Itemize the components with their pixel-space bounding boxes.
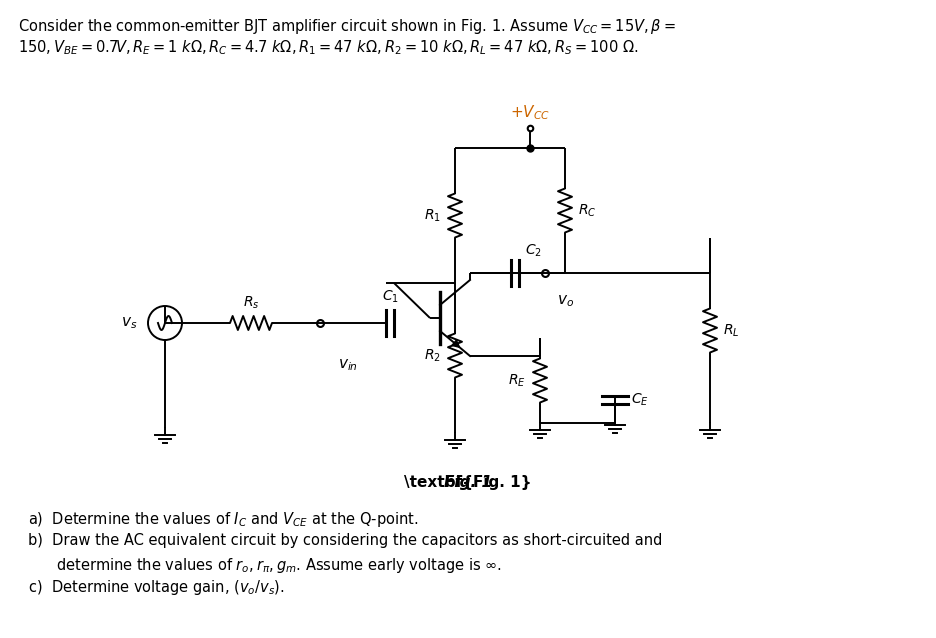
Text: c)  Determine voltage gain, $(v_o/v_s)$.: c) Determine voltage gain, $(v_o/v_s)$. [28, 578, 285, 597]
Text: $C_2$: $C_2$ [524, 242, 541, 259]
Text: a)  Determine the values of $I_C$ and $V_{CE}$ at the Q-point.: a) Determine the values of $I_C$ and $V_… [28, 510, 418, 529]
Text: \textbf{Fig. 1}: \textbf{Fig. 1} [403, 475, 532, 491]
Text: $R_1$: $R_1$ [424, 207, 441, 224]
Text: $+V_{CC}$: $+V_{CC}$ [509, 103, 549, 122]
Text: $150, V_{BE} = 0.7V, R_E = 1\ k\Omega, R_C = 4.7\ k\Omega, R_1 = 47\ k\Omega, R_: $150, V_{BE} = 0.7V, R_E = 1\ k\Omega, R… [18, 38, 637, 57]
Text: $R_L$: $R_L$ [723, 322, 739, 339]
Text: Fig. 1: Fig. 1 [444, 475, 491, 491]
Text: b)  Draw the AC equivalent circuit by considering the capacitors as short-circui: b) Draw the AC equivalent circuit by con… [28, 533, 662, 548]
Text: $v_{in}$: $v_{in}$ [338, 357, 358, 373]
Text: $C_1$: $C_1$ [381, 288, 398, 305]
Text: determine the values of $r_o, r_\pi, g_m$. Assume early voltage is $\infty$.: determine the values of $r_o, r_\pi, g_m… [56, 556, 502, 575]
Text: $C_E$: $C_E$ [630, 392, 648, 408]
Text: $v_s$: $v_s$ [121, 315, 137, 331]
Text: $R_2$: $R_2$ [424, 347, 441, 364]
Text: Consider the common-emitter BJT amplifier circuit shown in Fig. 1. Assume $V_{CC: Consider the common-emitter BJT amplifie… [18, 17, 675, 36]
Text: $R_C$: $R_C$ [578, 202, 596, 219]
Polygon shape [451, 340, 459, 347]
Text: $v_o$: $v_o$ [556, 293, 574, 309]
Text: $R_s$: $R_s$ [242, 295, 259, 311]
Text: $R_E$: $R_E$ [507, 373, 525, 389]
